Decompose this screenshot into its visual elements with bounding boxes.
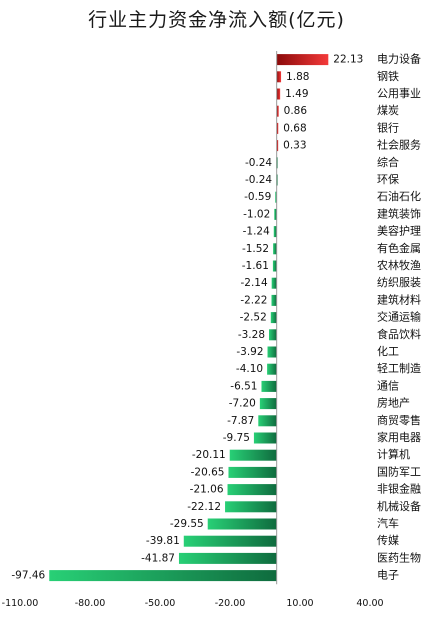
value-label-13: -2.14 (240, 277, 267, 289)
value-label-30: -97.46 (11, 570, 45, 582)
category-label-12: 农林牧渔 (377, 258, 421, 272)
value-label-22: -9.75 (223, 432, 250, 444)
value-label-2: 1.49 (285, 88, 308, 100)
x-tick-label-3: -20.00 (215, 598, 246, 609)
bar-5 (276, 140, 279, 152)
bar-23 (229, 449, 277, 461)
value-label-1: 1.88 (286, 71, 309, 83)
bar-12 (272, 260, 277, 272)
value-label-27: -29.55 (170, 518, 204, 530)
value-label-28: -39.81 (146, 535, 180, 547)
bar-11 (273, 243, 277, 255)
category-label-23: 计算机 (377, 447, 410, 461)
category-label-3: 煤炭 (377, 104, 399, 117)
category-label-16: 食品饮料 (377, 327, 421, 341)
bar-16 (269, 329, 277, 341)
value-label-21: -7.87 (227, 415, 254, 427)
category-label-22: 家用电器 (377, 430, 421, 444)
bar-29 (178, 552, 277, 564)
value-label-17: -3.92 (236, 346, 263, 358)
x-tick-label-0: -110.00 (2, 598, 39, 609)
value-label-0: 22.13 (333, 54, 363, 66)
value-label-10: -1.24 (243, 226, 270, 238)
value-label-29: -41.87 (141, 552, 175, 564)
category-label-17: 化工 (377, 344, 399, 358)
category-label-8: 石油石化 (377, 189, 421, 203)
category-label-27: 汽车 (377, 516, 399, 530)
bar-0 (276, 54, 329, 66)
value-label-24: -20.65 (191, 466, 225, 478)
category-label-4: 银行 (377, 120, 399, 134)
category-label-1: 钢铁 (377, 70, 399, 83)
value-label-19: -6.51 (230, 380, 257, 392)
bar-8 (275, 191, 277, 203)
value-label-4: 0.68 (283, 122, 306, 134)
bar-9 (274, 208, 277, 220)
category-label-10: 美容护理 (377, 224, 421, 238)
category-label-6: 综合 (377, 155, 399, 169)
category-label-2: 公用事业 (377, 87, 421, 100)
bar-27 (207, 518, 277, 530)
bar-30 (49, 570, 277, 582)
value-label-18: -4.10 (236, 363, 263, 375)
category-label-20: 房地产 (377, 396, 410, 410)
bar-18 (267, 363, 277, 375)
value-label-14: -2.22 (240, 294, 267, 306)
value-label-12: -1.61 (242, 260, 269, 272)
bar-17 (267, 346, 277, 358)
bar-3 (276, 105, 279, 117)
bar-13 (271, 277, 277, 289)
x-tick-label-4: 10.00 (286, 598, 313, 609)
value-label-26: -22.12 (187, 501, 221, 513)
value-label-25: -21.06 (190, 484, 224, 496)
value-label-6: -0.24 (245, 157, 272, 169)
category-label-0: 电力设备 (377, 52, 421, 66)
x-tick-label-5: 40.00 (356, 598, 383, 609)
value-label-3: 0.86 (284, 105, 308, 117)
category-label-21: 商贸零售 (377, 413, 421, 427)
category-label-7: 环保 (377, 172, 399, 186)
value-label-9: -1.02 (243, 208, 270, 220)
category-label-24: 国防军工 (377, 464, 421, 478)
value-label-23: -20.11 (192, 449, 226, 461)
x-tick-label-1: -80.00 (75, 598, 106, 609)
value-label-16: -3.28 (238, 329, 265, 341)
bar-20 (259, 398, 277, 410)
value-label-15: -2.52 (240, 312, 267, 324)
category-label-30: 电子 (377, 569, 399, 582)
category-label-9: 建筑装饰 (377, 206, 421, 220)
category-label-11: 有色金属 (377, 241, 421, 255)
bar-21 (258, 415, 277, 427)
x-tick-label-2: -50.00 (145, 598, 176, 609)
bar-24 (228, 466, 277, 478)
category-label-28: 传媒 (377, 534, 399, 547)
bar-28 (183, 535, 277, 547)
bar-25 (227, 484, 277, 496)
category-label-5: 社会服务 (377, 138, 421, 152)
bar-26 (225, 501, 277, 513)
value-label-8: -0.59 (244, 191, 271, 203)
category-label-18: 轻工制造 (377, 361, 421, 375)
value-label-11: -1.52 (242, 243, 269, 255)
category-label-26: 机械设备 (377, 499, 421, 513)
value-label-5: 0.33 (283, 140, 306, 152)
bar-2 (276, 88, 281, 100)
value-label-20: -7.20 (229, 398, 256, 410)
category-label-15: 交通运输 (377, 310, 421, 324)
category-label-25: 非银金融 (377, 482, 421, 496)
bar-1 (276, 71, 282, 83)
bar-10 (273, 226, 277, 238)
category-label-13: 纺织服装 (377, 275, 421, 289)
bar-22 (253, 432, 277, 444)
bar-14 (271, 294, 277, 306)
value-label-7: -0.24 (245, 174, 272, 186)
category-label-14: 建筑材料 (377, 292, 421, 306)
bar-4 (276, 122, 279, 134)
chart-title: 行业主力资金净流入额(亿元) (88, 9, 345, 31)
category-label-29: 医药生物 (377, 550, 421, 564)
category-label-19: 通信 (377, 379, 399, 392)
bar-19 (261, 380, 277, 392)
bar-15 (270, 312, 277, 324)
